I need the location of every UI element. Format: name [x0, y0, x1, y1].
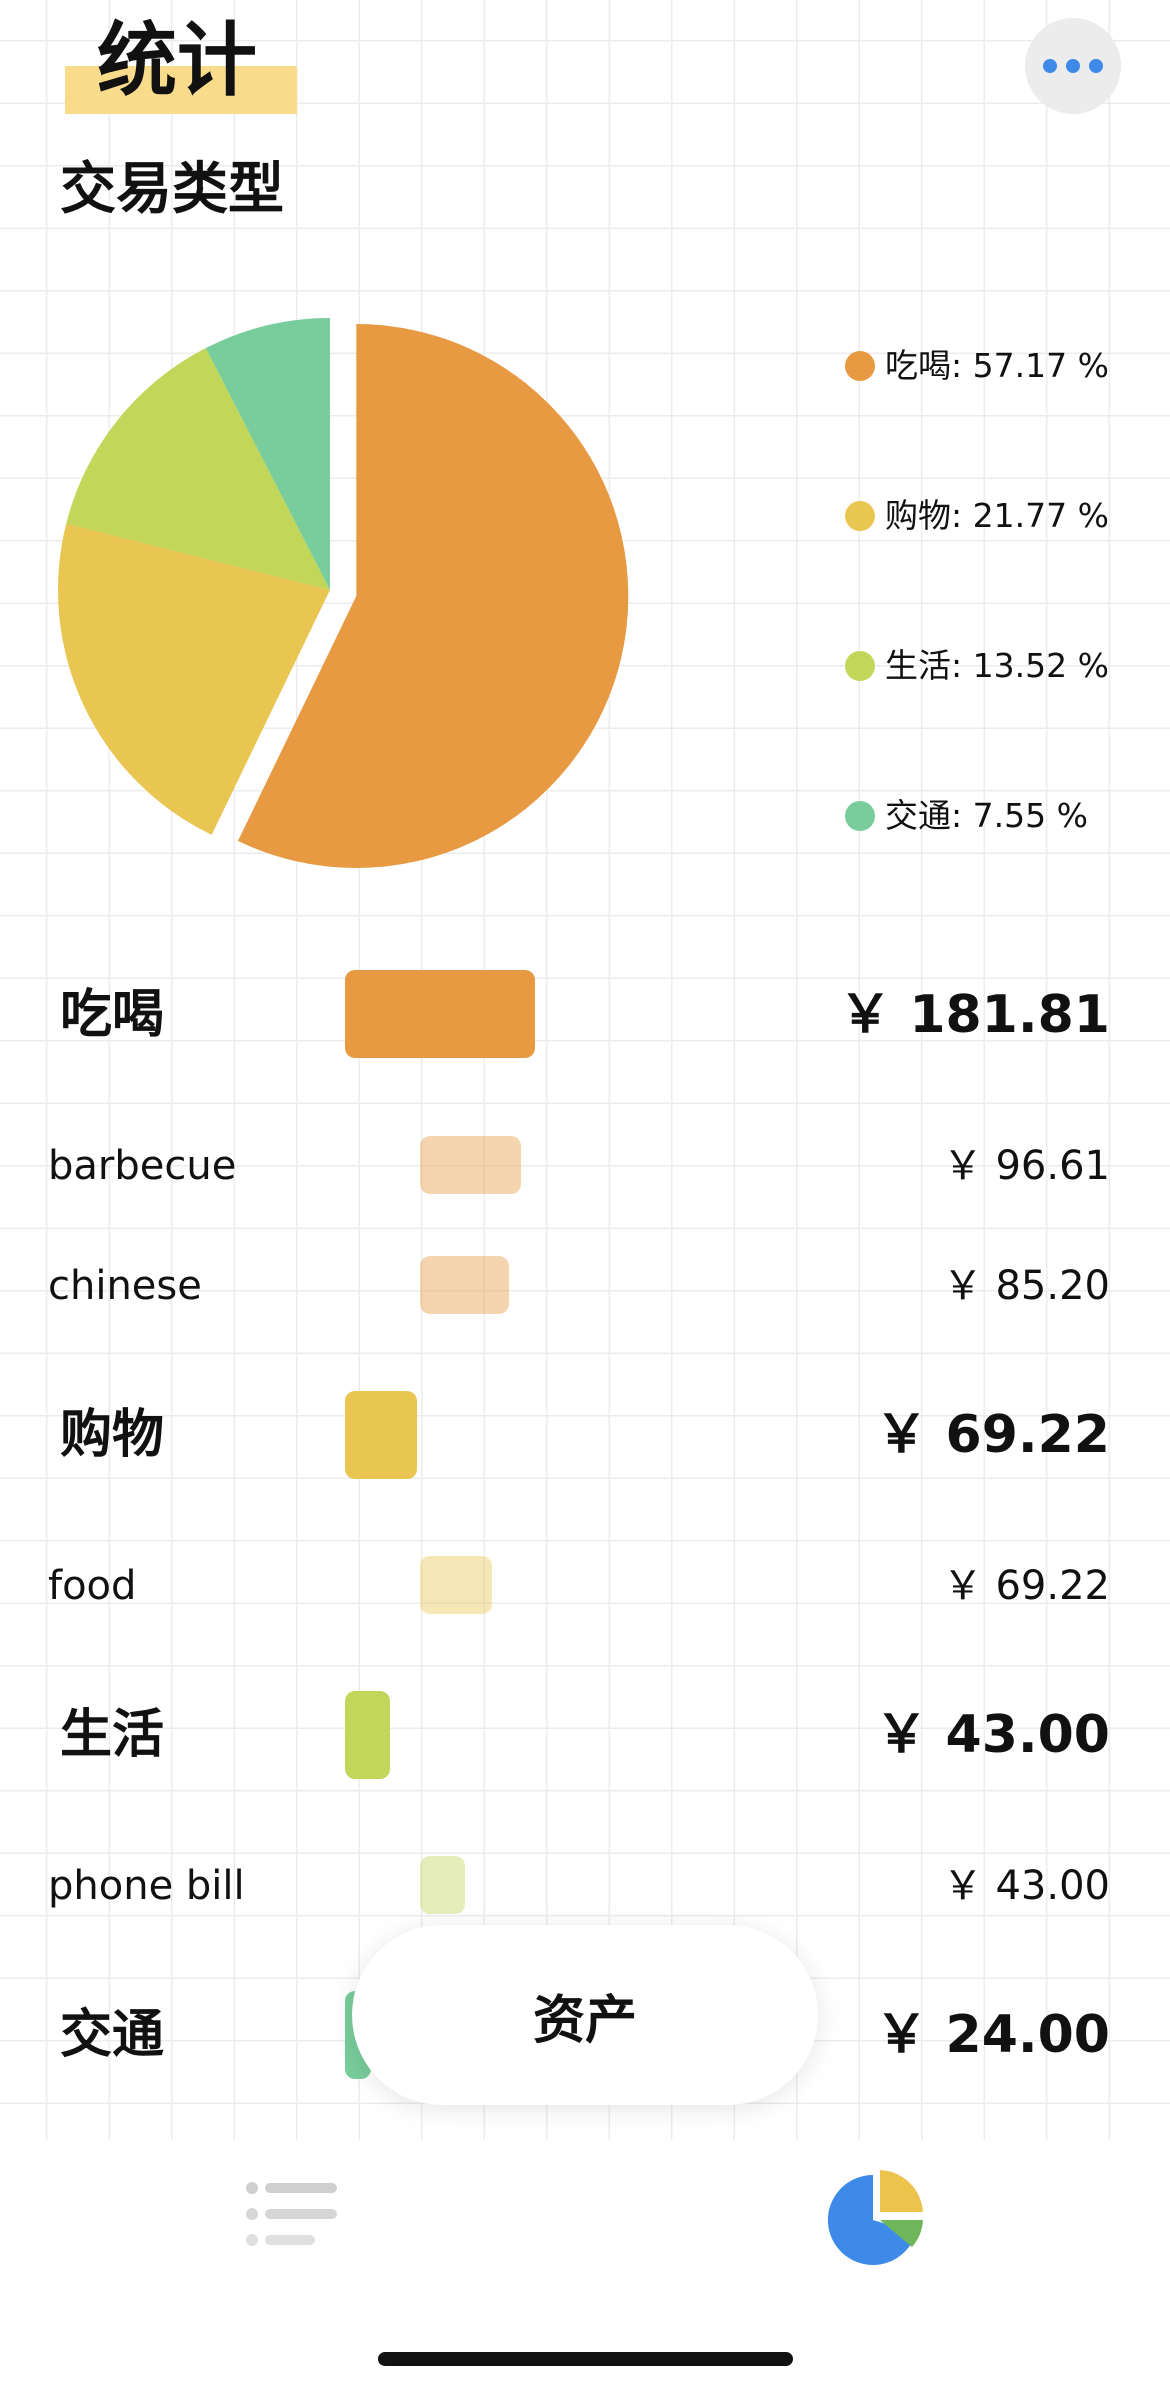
tab-bar	[0, 2140, 1170, 2391]
legend-dot-icon	[845, 651, 875, 681]
item-label-barbecue: barbecue	[48, 1143, 237, 1189]
category-label-food: 吃喝	[60, 985, 165, 1045]
legend-dot-icon	[845, 351, 875, 381]
item-bar-phone-bill	[420, 1856, 465, 1914]
legend-label: 购物: 21.77 %	[885, 496, 1109, 535]
item-bar-chinese	[420, 1256, 509, 1314]
assets-button[interactable]: 资产	[352, 1925, 818, 2105]
more-horizontal-icon	[1043, 59, 1057, 73]
page-title: 统计	[97, 14, 257, 107]
item-amount-chinese: ￥ 85.20	[942, 1263, 1110, 1309]
category-bar-food	[345, 970, 535, 1058]
pie-chart	[58, 318, 629, 869]
section-title: 交易类型	[60, 157, 284, 222]
item-label-food: food	[48, 1563, 137, 1609]
legend-dot-icon	[845, 501, 875, 531]
legend-label: 生活: 13.52 %	[885, 646, 1109, 685]
item-label-phone-bill: phone bill	[48, 1863, 245, 1909]
legend-item-shopping: 购物: 21.77 %	[845, 491, 1109, 541]
pie-chart-icon[interactable]	[828, 2165, 928, 2265]
legend-item-living: 生活: 13.52 %	[845, 641, 1109, 691]
category-amount-living: ￥ 43.00	[875, 1705, 1110, 1765]
pie-slice-0	[237, 324, 629, 869]
title-highlight	[65, 66, 297, 114]
legend-item-food: 吃喝: 57.17 %	[845, 341, 1109, 391]
item-label-chinese: chinese	[48, 1263, 202, 1309]
category-bar-shopping	[345, 1391, 417, 1479]
category-amount-food: ￥ 181.81	[839, 985, 1110, 1045]
category-amount-shopping: ￥ 69.22	[875, 1405, 1110, 1465]
item-bar-barbecue	[420, 1136, 521, 1194]
more-dot	[1089, 59, 1103, 73]
item-amount-food: ￥ 69.22	[942, 1563, 1110, 1609]
category-label-transport: 交通	[60, 2005, 165, 2065]
legend-item-transport: 交通: 7.55 %	[845, 791, 1088, 841]
pie-slice-2	[66, 348, 330, 590]
category-bar-living	[345, 1691, 390, 1779]
item-amount-phone-bill: ￥ 43.00	[942, 1863, 1110, 1909]
pie-slice-1	[58, 523, 330, 835]
legend-label: 交通: 7.55 %	[885, 796, 1088, 835]
item-amount-barbecue: ￥ 96.61	[942, 1143, 1110, 1189]
legend-dot-icon	[845, 801, 875, 831]
legend-label: 吃喝: 57.17 %	[885, 346, 1109, 385]
item-bar-food	[420, 1556, 492, 1614]
more-button[interactable]	[1025, 18, 1121, 114]
list-icon[interactable]	[245, 2180, 340, 2255]
category-amount-transport: ￥ 24.00	[875, 2005, 1110, 2065]
pie-slice-3	[205, 318, 330, 590]
more-dot	[1066, 59, 1080, 73]
home-indicator	[378, 2352, 793, 2366]
category-label-living: 生活	[60, 1705, 165, 1765]
category-label-shopping: 购物	[60, 1405, 165, 1465]
